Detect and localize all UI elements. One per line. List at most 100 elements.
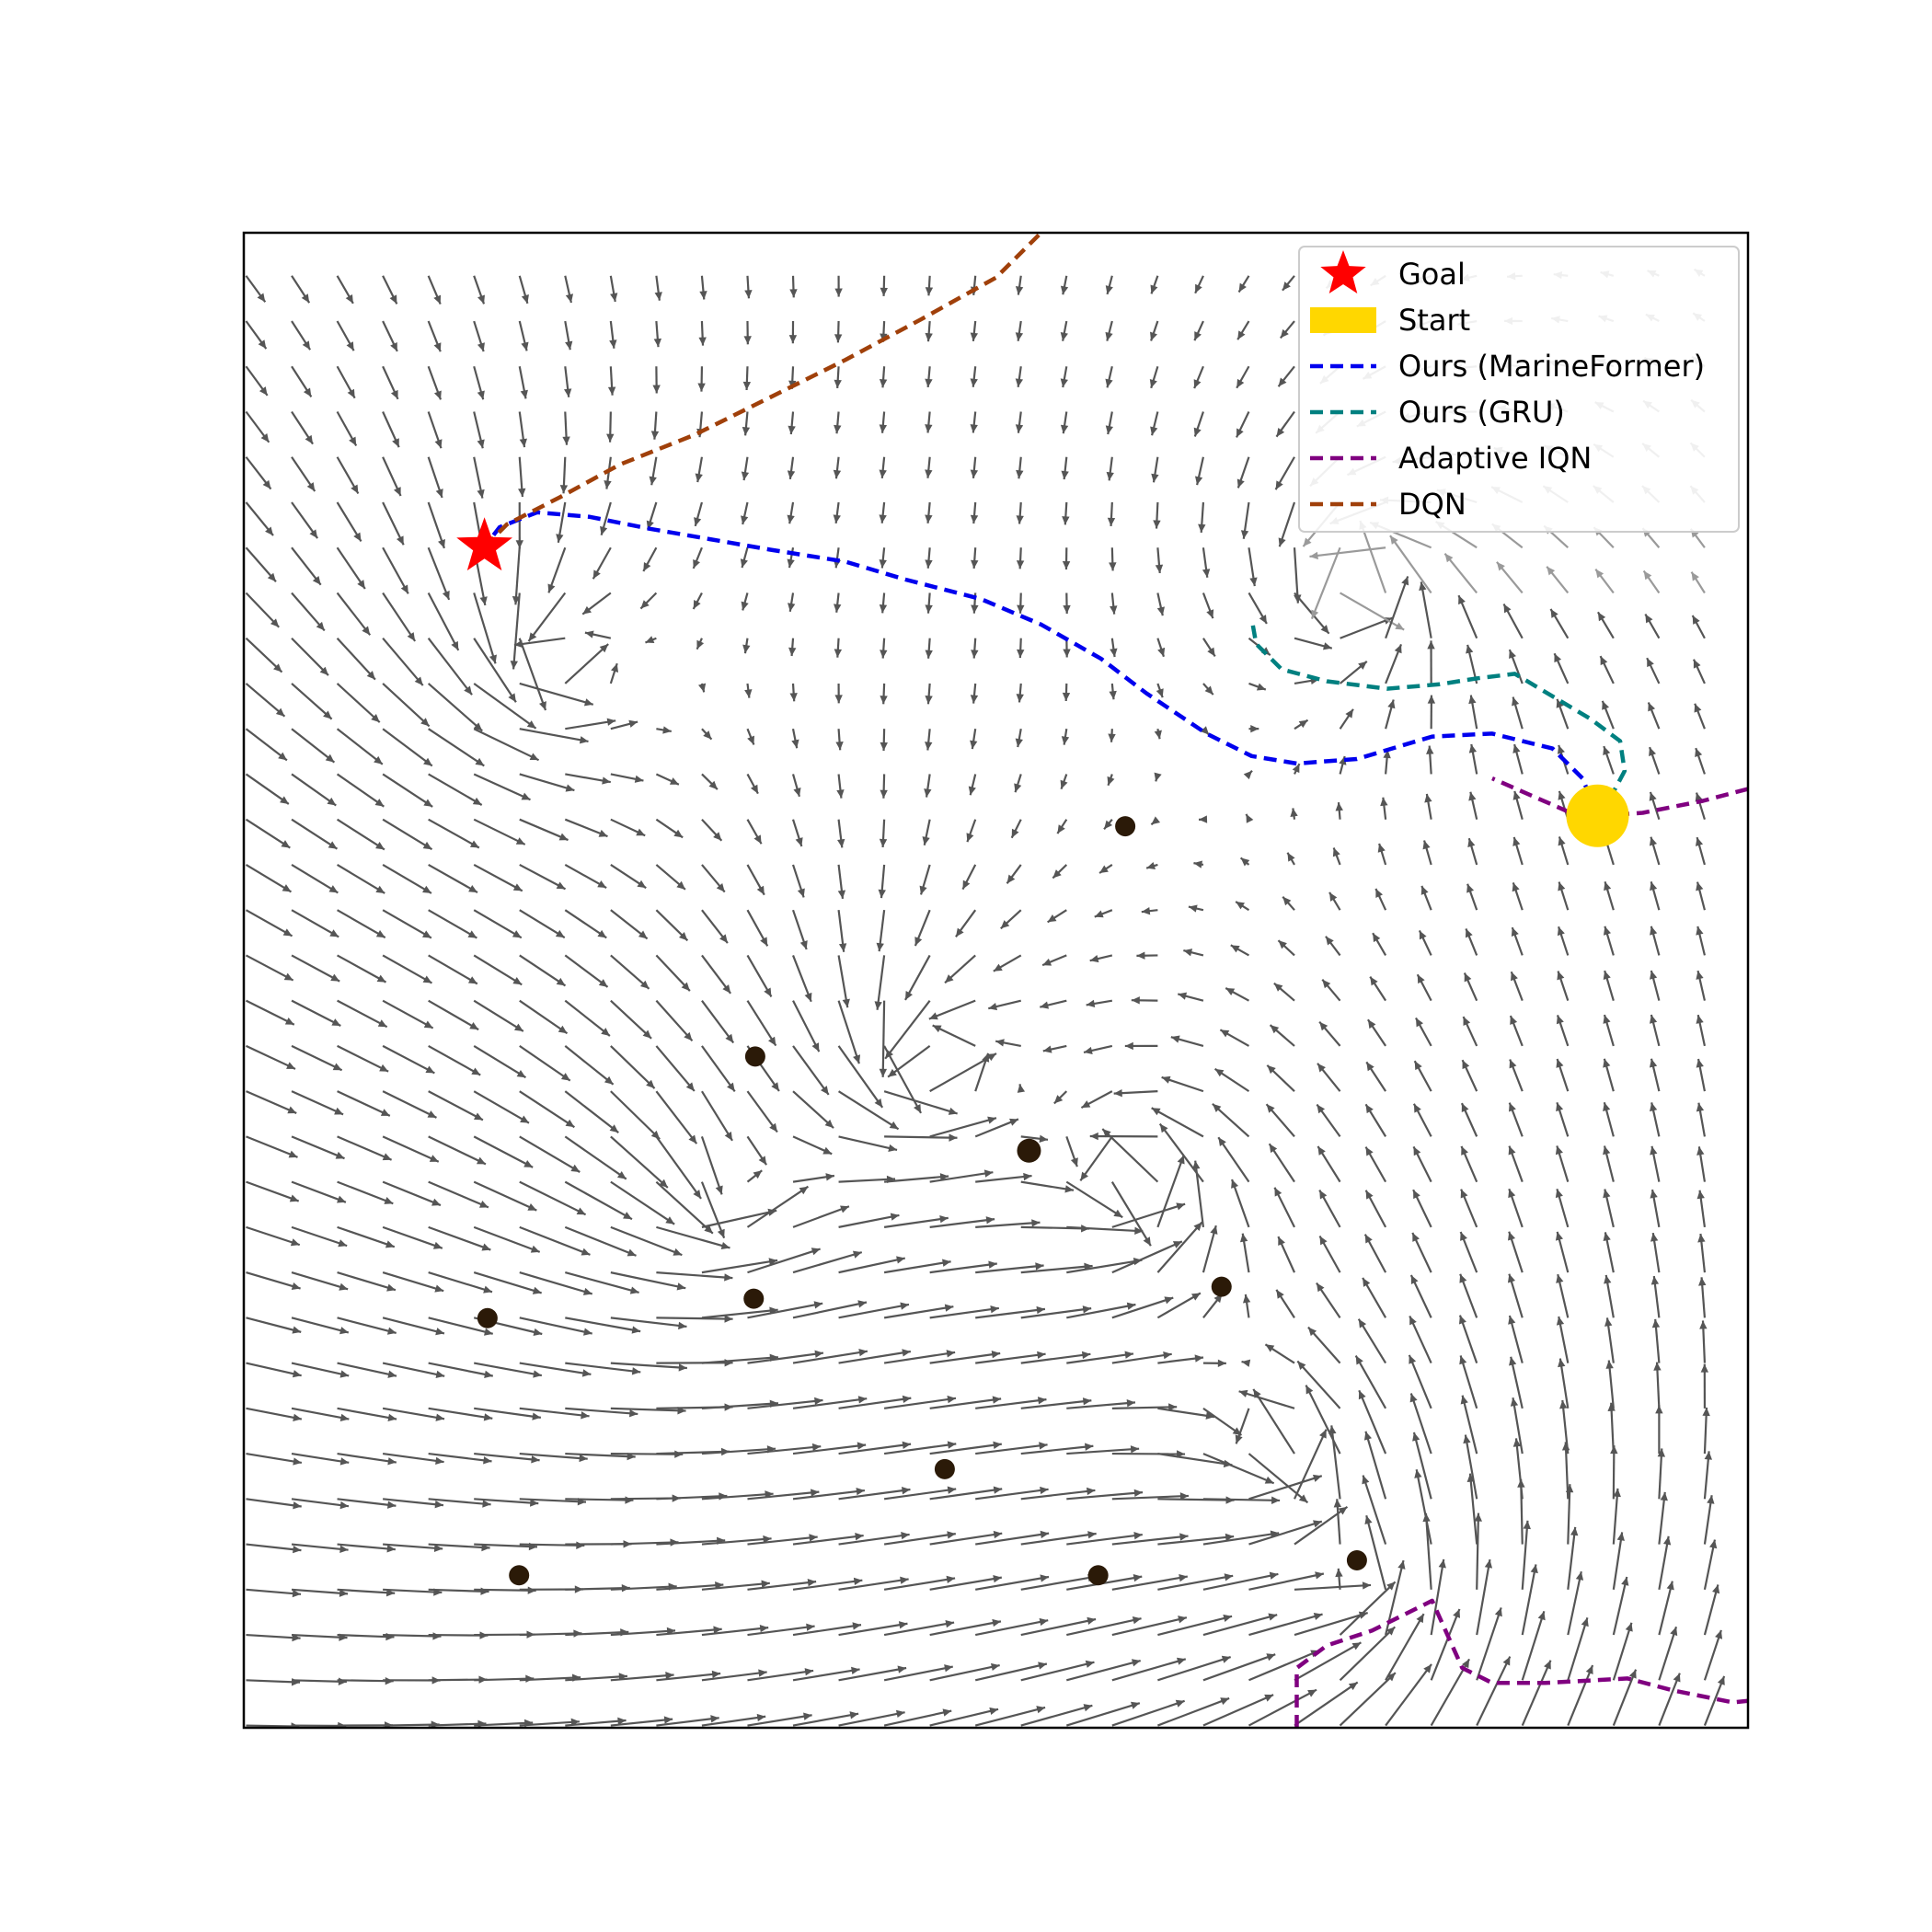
current-arrow — [1556, 1101, 1570, 1137]
current-arrow — [515, 501, 523, 549]
current-arrow — [1015, 320, 1024, 341]
current-arrow — [791, 955, 812, 1003]
current-arrow — [1553, 652, 1570, 684]
current-arrow — [1605, 1360, 1615, 1409]
current-arrow — [1202, 1496, 1281, 1504]
current-arrow — [382, 1090, 437, 1119]
current-arrow — [922, 819, 931, 846]
current-arrow — [1198, 501, 1206, 533]
current-arrow — [245, 546, 277, 582]
current-arrow — [741, 501, 749, 525]
current-arrow — [610, 773, 644, 783]
current-arrow — [701, 909, 729, 944]
current-arrow — [1557, 971, 1570, 1002]
current-arrow — [1202, 683, 1214, 696]
current-arrow — [245, 683, 286, 718]
current-arrow — [1113, 1088, 1158, 1098]
current-arrow — [1060, 411, 1069, 434]
current-arrow — [649, 456, 658, 486]
current-arrow — [1098, 864, 1113, 874]
current-arrow — [1612, 1576, 1629, 1636]
current-arrow — [1193, 860, 1204, 868]
current-arrow — [581, 592, 612, 615]
current-arrow — [1156, 1696, 1230, 1727]
current-arrow — [382, 1362, 445, 1379]
trajectory-adaptive_iqn — [1294, 1598, 1748, 1728]
current-arrow — [1512, 696, 1524, 730]
start-marker — [1566, 784, 1629, 847]
current-arrow — [1696, 926, 1707, 956]
current-arrow — [473, 275, 486, 305]
current-arrow — [835, 729, 844, 751]
current-arrow — [1264, 1343, 1295, 1364]
current-arrow — [246, 1588, 302, 1598]
current-arrow — [837, 864, 846, 900]
current-arrow — [834, 275, 843, 297]
current-arrow — [1016, 683, 1024, 703]
current-arrow — [883, 1486, 957, 1501]
current-arrow — [1508, 1231, 1524, 1273]
obstacle — [1087, 1565, 1109, 1586]
current-arrow — [1241, 1359, 1251, 1367]
current-arrow — [788, 592, 796, 612]
current-arrow — [883, 1664, 953, 1682]
current-arrow — [337, 1271, 397, 1292]
current-arrow — [929, 1116, 997, 1138]
current-arrow — [609, 275, 618, 303]
current-arrow — [1555, 1231, 1570, 1273]
current-arrow — [1521, 1611, 1546, 1681]
current-arrow — [1333, 1499, 1342, 1545]
current-arrow — [382, 909, 432, 939]
current-arrow — [1389, 535, 1432, 594]
current-arrow — [1273, 982, 1295, 1002]
current-arrow — [1459, 1231, 1478, 1273]
current-arrow — [655, 954, 691, 992]
current-arrow — [1156, 1292, 1202, 1319]
current-arrow — [1594, 569, 1615, 594]
current-arrow — [838, 1256, 906, 1274]
current-arrow — [834, 638, 843, 658]
current-arrow — [975, 1574, 1050, 1591]
current-arrow — [291, 1362, 350, 1378]
current-arrow — [245, 818, 291, 849]
current-arrow — [747, 1579, 817, 1591]
current-arrow — [995, 1039, 1021, 1047]
legend-item-goal: Goal — [1320, 250, 1466, 293]
current-arrow — [1020, 1397, 1092, 1409]
current-arrow — [741, 456, 750, 481]
current-arrow — [700, 1136, 723, 1195]
current-arrow — [655, 1090, 698, 1144]
current-arrow — [1273, 1187, 1296, 1228]
current-arrow — [837, 1000, 861, 1064]
current-arrow — [428, 1362, 494, 1378]
current-arrow — [1508, 1102, 1524, 1137]
current-arrow — [1111, 1202, 1186, 1228]
current-arrow — [883, 1214, 949, 1228]
current-arrow — [382, 275, 398, 305]
current-arrow — [519, 1362, 592, 1377]
current-arrow — [701, 1713, 766, 1727]
current-arrow — [427, 546, 451, 601]
current-arrow — [1427, 640, 1435, 684]
current-arrow — [655, 864, 686, 891]
current-arrow — [1607, 1402, 1616, 1455]
current-arrow — [974, 1052, 990, 1092]
current-arrow — [1511, 926, 1524, 956]
current-arrow — [246, 1225, 301, 1247]
current-arrow — [653, 320, 662, 348]
current-arrow — [970, 683, 979, 704]
current-arrow — [246, 1407, 303, 1421]
current-arrow — [791, 819, 803, 847]
current-arrow — [519, 1135, 581, 1173]
current-arrow — [692, 592, 703, 610]
current-arrow — [792, 1300, 868, 1319]
current-arrow — [565, 1407, 638, 1418]
current-arrow — [1017, 1084, 1026, 1093]
current-arrow — [883, 1045, 923, 1114]
current-arrow — [1183, 949, 1204, 957]
current-arrow — [695, 456, 704, 483]
current-arrow — [473, 1090, 530, 1124]
current-arrow — [1248, 1612, 1323, 1637]
current-arrow — [610, 1271, 686, 1291]
current-arrow — [1268, 1143, 1295, 1183]
